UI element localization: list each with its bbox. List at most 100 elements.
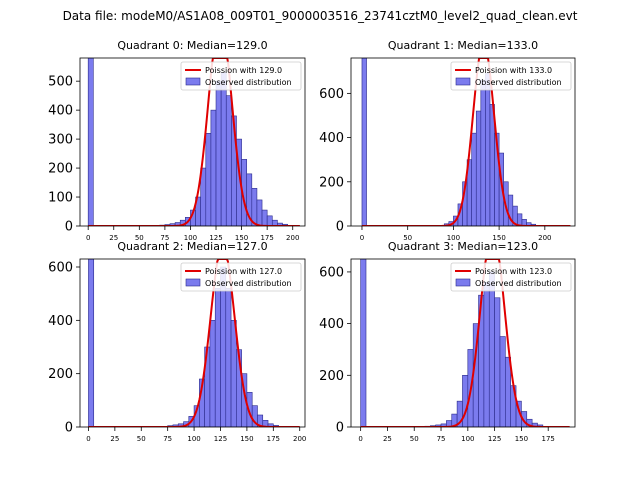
y-tick-label: 500 [48, 75, 73, 90]
y-tick-label: 400 [48, 314, 73, 329]
bar [209, 320, 216, 427]
x-tick-label: 0 [86, 234, 90, 242]
x-tick-label: 0 [360, 234, 364, 242]
y-tick-label: 0 [65, 220, 73, 235]
x-tick-label: 50 [403, 234, 412, 242]
x-tick-label: 150 [235, 234, 248, 242]
x-tick-label: 50 [135, 234, 144, 242]
legend-box [450, 262, 572, 292]
figure-title: Data file: modeM0/AS1A08_009T01_90000035… [63, 9, 578, 23]
bar [494, 297, 501, 427]
poisson-curve [361, 58, 571, 226]
bar [499, 336, 506, 427]
x-tick-label: 0 [86, 435, 90, 443]
y-tick-label: 200 [319, 175, 344, 190]
bar [220, 72, 227, 226]
legend-label-poisson: Poission with 123.0 [475, 267, 552, 276]
panel-quadrant-3: Quadrant 3: Median=123.0 0 200 400 600 0 25 50 7… [319, 240, 576, 443]
x-tick-label: 100 [447, 234, 460, 242]
bar [200, 167, 207, 226]
bar [483, 281, 490, 427]
legend: Poission with 129.0 Observed distribution [180, 61, 302, 91]
y-tick-label: 600 [319, 265, 344, 280]
x-tick-label: 175 [260, 234, 273, 242]
x-tick-label: 25 [383, 435, 392, 443]
x-tick-label: 100 [461, 435, 474, 443]
bar [485, 73, 491, 226]
bar [225, 288, 232, 427]
x-tick-label: 100 [184, 234, 197, 242]
y-tick-label: 0 [336, 220, 344, 235]
x-tick-label: 100 [187, 435, 200, 443]
y-tick-label: 400 [319, 317, 344, 332]
legend-bar-swatch [455, 278, 471, 287]
bar [230, 320, 237, 427]
y-tick-label: 300 [48, 133, 73, 148]
panel-title: Quadrant 3: Median=123.0 [388, 240, 538, 253]
x-tick-label: 75 [163, 435, 172, 443]
legend: Poission with 127.0 Observed distribution [180, 262, 302, 292]
legend-bar-swatch [185, 77, 201, 86]
x-tick-label: 200 [286, 234, 299, 242]
bar [471, 132, 477, 226]
bar [205, 133, 212, 226]
bar-zero [88, 259, 95, 427]
x-tick-label: 150 [492, 234, 505, 242]
legend: Poission with 123.0 Observed distribution [450, 262, 572, 292]
panel-title: Quadrant 2: Median=127.0 [117, 240, 267, 253]
panel-quadrant-1: Quadrant 1: Median=133.0 0 200 400 600 0 50 100… [319, 39, 576, 242]
legend-label-poisson: Poission with 127.0 [205, 267, 282, 276]
axes-frame [350, 258, 576, 428]
bar [475, 110, 482, 226]
y-tick-label: 400 [48, 104, 73, 119]
y-tick-label: 600 [48, 261, 73, 276]
panel-quadrant-0: Quadrant 0: Median=129.00100200300400500… [48, 39, 306, 242]
x-tick-label: 125 [209, 234, 222, 242]
plot-area [87, 58, 300, 226]
legend-label-observed: Observed distribution [475, 279, 562, 288]
x-tick-label: 150 [240, 435, 253, 443]
legend-bar-swatch [185, 278, 201, 287]
bar [480, 79, 486, 226]
panel-quadrant-2: Quadrant 2: Median=127.0 0 200 400 600 0 25 50 7… [48, 240, 306, 443]
y-tick-label: 200 [48, 367, 73, 382]
legend-box [180, 262, 302, 292]
panel-title: Quadrant 0: Median=129.0 [117, 39, 267, 52]
bar [266, 215, 273, 226]
legend-box [180, 61, 302, 91]
y-tick-label: 0 [336, 421, 344, 436]
axes-frame [79, 57, 306, 227]
plot-area [361, 58, 571, 226]
bar [488, 271, 495, 427]
bar-zero [361, 58, 367, 226]
x-tick-label: 150 [515, 435, 528, 443]
legend-label-observed: Observed distribution [205, 279, 292, 288]
legend-label-poisson: Poission with 129.0 [205, 66, 282, 75]
legend-box [450, 61, 572, 91]
x-tick-label: 200 [293, 435, 306, 443]
x-tick-label: 125 [214, 435, 227, 443]
x-tick-label: 175 [542, 435, 555, 443]
bar [225, 95, 232, 226]
bar [251, 188, 258, 226]
x-tick-label: 75 [437, 435, 446, 443]
bar [256, 199, 263, 226]
y-tick-label: 0 [65, 421, 73, 436]
x-tick-label: 25 [110, 435, 119, 443]
legend-bar-swatch [455, 77, 471, 86]
x-tick-label: 200 [538, 234, 551, 242]
panels: Quadrant 0: Median=129.00100200300400500… [48, 39, 576, 443]
plot-area [88, 259, 300, 427]
bar [210, 109, 217, 226]
legend-label-poisson: Poission with 133.0 [475, 66, 552, 75]
legend-label-observed: Observed distribution [475, 78, 562, 87]
y-tick-label: 100 [48, 191, 73, 206]
panel-title: Quadrant 1: Median=133.0 [388, 39, 538, 52]
y-tick-label: 200 [319, 369, 344, 384]
x-tick-label: 175 [267, 435, 280, 443]
axes-frame [79, 258, 306, 428]
x-tick-label: 75 [160, 234, 169, 242]
y-tick-label: 200 [48, 162, 73, 177]
bar [214, 288, 221, 427]
